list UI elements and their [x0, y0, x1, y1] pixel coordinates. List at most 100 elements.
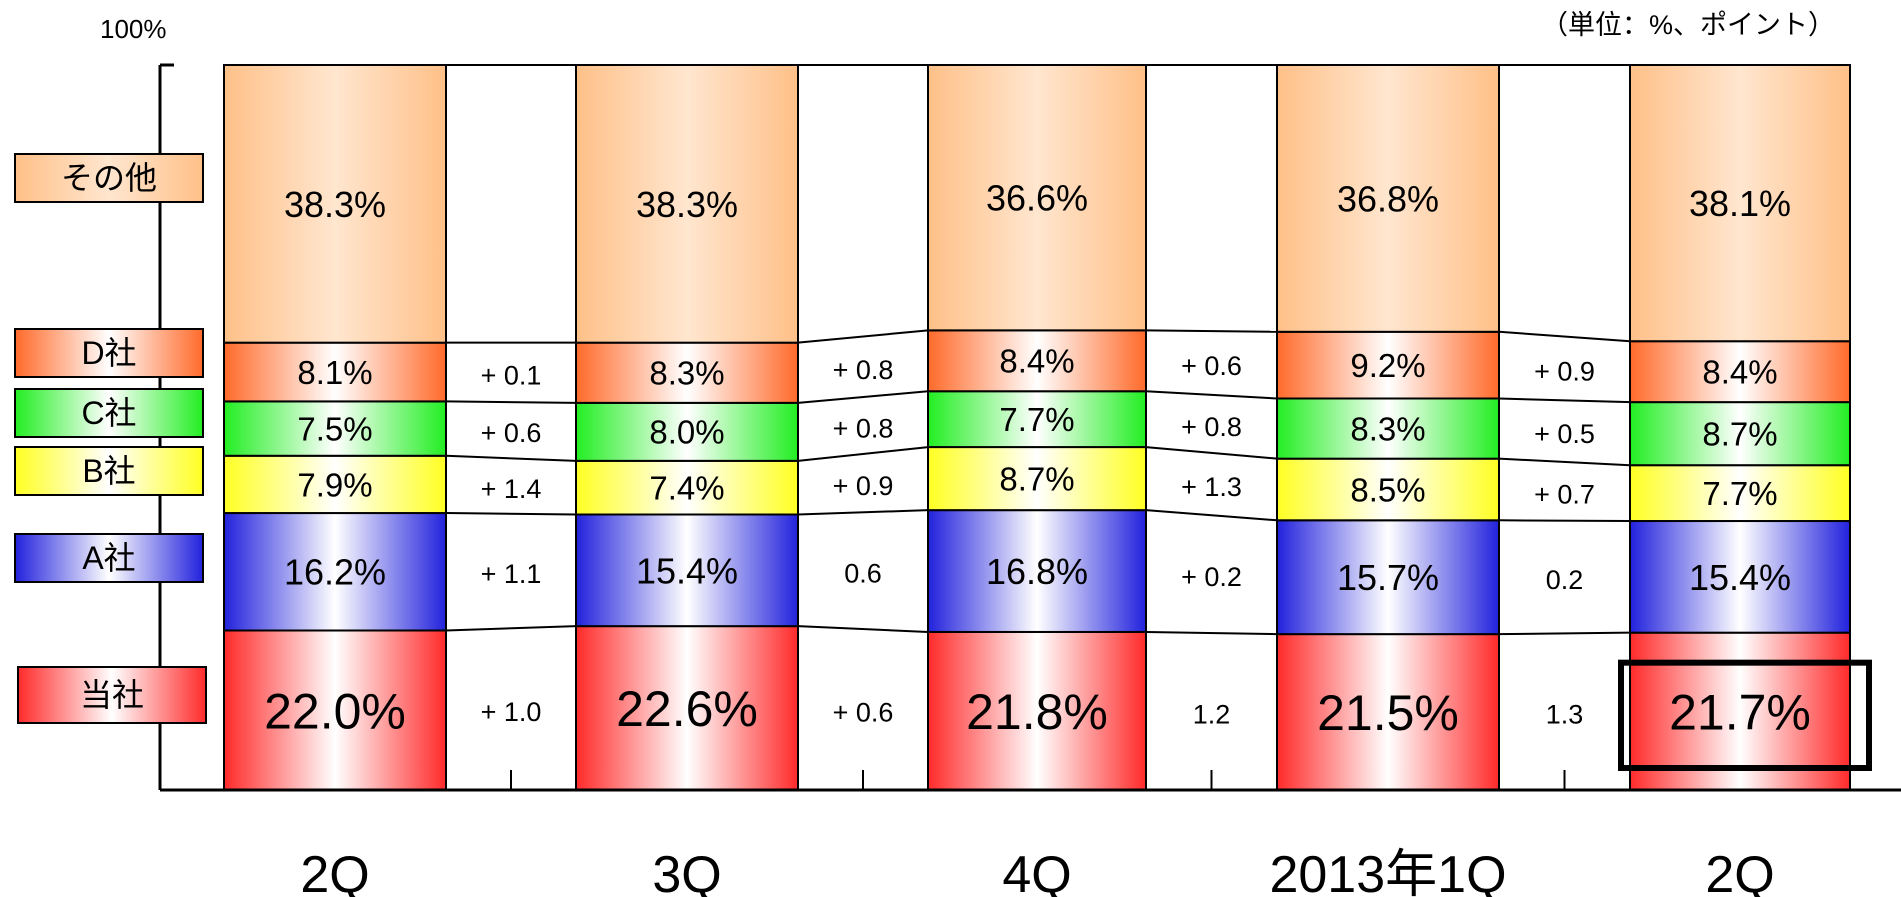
- legend: 当社 A社 B社 C社 D社 その他: [14, 153, 207, 724]
- legend-swatch: [14, 388, 204, 438]
- bar-segment: [575, 64, 799, 344]
- data-label: 8.7%: [1702, 416, 1777, 453]
- x-tick-label: 3Q: [652, 846, 721, 897]
- legend-label: その他: [61, 160, 157, 196]
- legend-swatch: [14, 533, 204, 583]
- bar-segment: [575, 513, 799, 628]
- x-tick-label: 2013年1Q: [1269, 846, 1506, 897]
- data-label: 22.6%: [616, 681, 758, 737]
- x-tick-label: 2Q: [1705, 846, 1774, 897]
- data-label: 22.0%: [264, 683, 406, 739]
- bar-segment: [223, 512, 447, 632]
- connector-line: [1145, 509, 1278, 522]
- bar-segment: [1276, 330, 1500, 400]
- data-label: 7.5%: [297, 410, 372, 447]
- data-label: 21.5%: [1317, 685, 1459, 741]
- data-label: 36.8%: [1337, 178, 1439, 219]
- bar-segment: [575, 459, 799, 516]
- change-label: 0.6: [844, 559, 882, 589]
- data-label: 16.8%: [986, 551, 1088, 592]
- data-label: 8.5%: [1350, 471, 1425, 508]
- bar-segment: [575, 401, 799, 462]
- highlight-box: [1618, 659, 1872, 771]
- bar-segment: [1629, 401, 1851, 467]
- legend-label: A社: [82, 540, 135, 576]
- connector-line: [797, 390, 929, 404]
- change-label: + 1.1: [481, 559, 542, 589]
- data-label: 8.4%: [999, 343, 1074, 380]
- bar-segment: [1629, 464, 1851, 523]
- data-label: 8.4%: [1702, 354, 1777, 391]
- connector-line: [797, 509, 929, 516]
- data-label: 8.3%: [649, 355, 724, 392]
- bar-segment: [1629, 340, 1851, 404]
- data-label: 38.3%: [636, 184, 738, 225]
- bar-segment: [1276, 397, 1500, 460]
- change-label: + 0.1: [481, 360, 542, 390]
- data-label: 7.9%: [297, 466, 372, 503]
- data-label: 15.4%: [1689, 557, 1791, 598]
- legend-swatch: [17, 666, 207, 724]
- change-label: 1.2: [1193, 700, 1231, 730]
- legend-label: D社: [81, 335, 136, 371]
- bar-segment: [1629, 631, 1851, 791]
- legend-label: 当社: [80, 677, 144, 713]
- data-label: 16.2%: [284, 552, 386, 593]
- bar-segment: [927, 509, 1147, 633]
- connector-line: [797, 446, 929, 462]
- bar-segment: [223, 629, 447, 791]
- unit-note: （単位：%、ポイント）: [1541, 10, 1835, 40]
- connector-line: [445, 400, 577, 404]
- legend-swatch: [14, 328, 204, 378]
- data-label: 8.7%: [999, 460, 1074, 497]
- data-label: 38.3%: [284, 184, 386, 225]
- legend-label: C社: [81, 395, 136, 431]
- bar-segment: [575, 341, 799, 404]
- change-label: 0.2: [1546, 565, 1584, 595]
- x-axis-labels: 2Q 3Q 4Q 2013年1Q 2Q: [300, 846, 1774, 897]
- connector-line: [1498, 631, 1631, 636]
- connector-line: [1145, 630, 1278, 636]
- legend-label: B社: [82, 453, 135, 489]
- x-tick-label: 2Q: [300, 846, 369, 897]
- data-label: 9.2%: [1350, 347, 1425, 384]
- x-tick-label: 4Q: [1002, 846, 1071, 897]
- bar-segment: [1629, 520, 1851, 634]
- change-label: + 1.0: [481, 697, 542, 727]
- change-label: + 0.8: [833, 414, 894, 444]
- data-label: 8.1%: [297, 354, 372, 391]
- connector-line: [1145, 329, 1278, 333]
- data-label: 21.7%: [1669, 684, 1811, 740]
- change-label: + 0.9: [833, 471, 894, 501]
- connector-line: [1498, 330, 1631, 343]
- connector-line: [445, 454, 577, 462]
- connector-line: [1498, 397, 1631, 404]
- bar-segment: [1276, 519, 1500, 636]
- change-label: + 1.3: [1181, 472, 1242, 502]
- legend-swatch: [14, 153, 204, 203]
- legend-swatch: [14, 446, 204, 496]
- change-label: + 1.4: [481, 474, 542, 504]
- change-label: + 0.8: [833, 355, 894, 385]
- connector-line: [445, 512, 577, 516]
- change-label: + 0.9: [1534, 356, 1595, 386]
- connector-line: [797, 329, 929, 344]
- change-label: 1.3: [1546, 700, 1584, 730]
- bar-segment: [575, 625, 799, 792]
- bar-segment: [1276, 64, 1500, 333]
- connector-line: [1498, 519, 1631, 523]
- change-label: + 0.5: [1534, 419, 1595, 449]
- connector-line: [1498, 457, 1631, 467]
- bar-segment: [1276, 633, 1500, 791]
- change-label: + 0.7: [1534, 479, 1595, 509]
- highlight-rect: [1618, 659, 1872, 771]
- change-label: + 0.8: [1181, 412, 1242, 442]
- connector-line: [1145, 390, 1278, 400]
- change-label: + 0.6: [833, 698, 894, 728]
- bar-segment: [927, 446, 1147, 512]
- data-label: 7.7%: [1702, 475, 1777, 512]
- data-label: 15.4%: [636, 550, 738, 591]
- bar-segment: [1629, 64, 1851, 343]
- data-label: 7.4%: [649, 470, 724, 507]
